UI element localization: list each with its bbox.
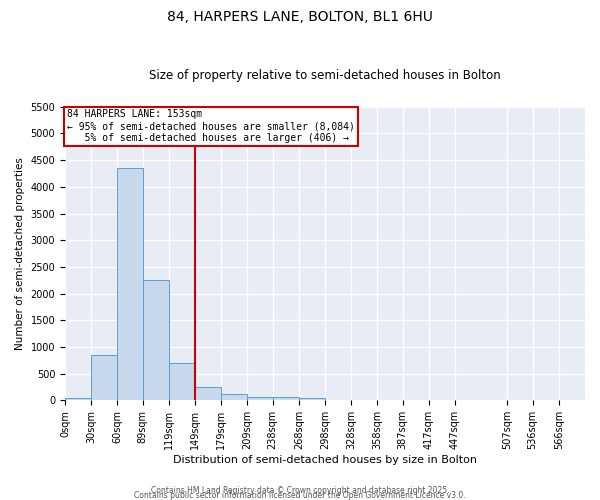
Bar [247,397,272,400]
Title: Size of property relative to semi-detached houses in Bolton: Size of property relative to semi-detach… [149,69,501,82]
Bar [169,363,195,401]
Text: Contains HM Land Registry data © Crown copyright and database right 2025.: Contains HM Land Registry data © Crown c… [151,486,449,495]
Bar [221,394,247,400]
Bar [272,397,299,400]
Bar [143,280,169,400]
Bar [91,355,118,401]
Text: 84, HARPERS LANE, BOLTON, BL1 6HU: 84, HARPERS LANE, BOLTON, BL1 6HU [167,10,433,24]
Text: 84 HARPERS LANE: 153sqm
← 95% of semi-detached houses are smaller (8,084)
   5% : 84 HARPERS LANE: 153sqm ← 95% of semi-de… [67,110,355,142]
X-axis label: Distribution of semi-detached houses by size in Bolton: Distribution of semi-detached houses by … [173,455,477,465]
Bar [65,398,91,400]
Bar [118,168,143,400]
Bar [195,387,221,400]
Bar [299,398,325,400]
Y-axis label: Number of semi-detached properties: Number of semi-detached properties [15,157,25,350]
Text: Contains public sector information licensed under the Open Government Licence v3: Contains public sector information licen… [134,491,466,500]
